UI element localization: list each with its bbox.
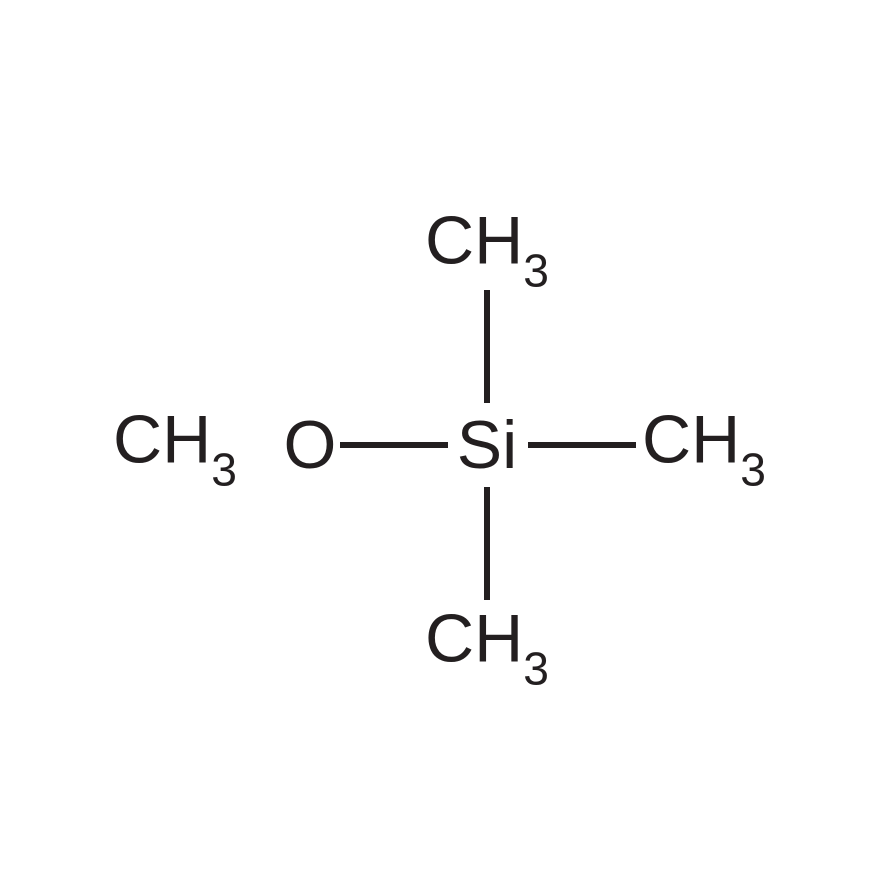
bond-si-ch3-top <box>484 290 490 403</box>
atom-ch3-top: CH3 <box>425 207 549 286</box>
bond-si-o <box>340 442 448 448</box>
atom-si-center: Si <box>457 411 517 479</box>
atom-o: O <box>284 411 337 479</box>
bond-si-ch3-right <box>528 442 636 448</box>
chemical-structure-canvas: Si CH3 CH3 CH3 O CH3 <box>0 0 890 890</box>
bond-si-ch3-bottom <box>484 487 490 600</box>
atom-ch3-right: CH3 <box>642 406 766 485</box>
atom-ch3-methoxy: CH3 <box>113 406 237 485</box>
atom-ch3-bottom: CH3 <box>425 605 549 684</box>
